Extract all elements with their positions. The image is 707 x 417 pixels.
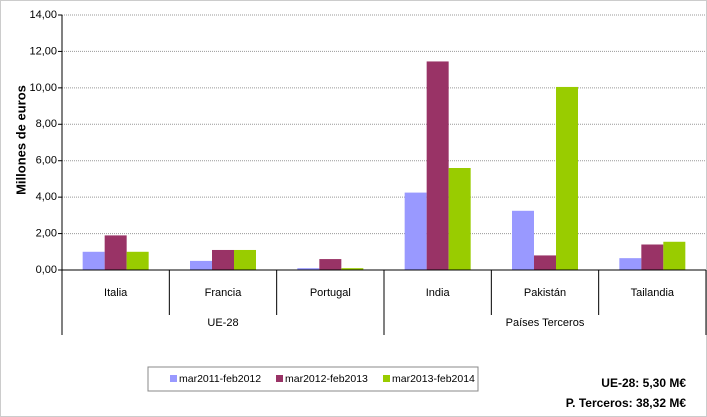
x-tick-label: Pakistán	[524, 287, 566, 299]
x-tick-label: Tailandia	[631, 287, 675, 299]
y-tick-label: 2,00	[36, 227, 57, 239]
bar	[663, 241, 686, 270]
bar	[82, 251, 105, 270]
y-tick-label: 4,00	[36, 191, 57, 203]
bar	[426, 61, 449, 271]
bar	[126, 251, 149, 270]
x-tick-label: Francia	[205, 287, 243, 299]
y-tick-label: 14,00	[29, 9, 57, 21]
group-label: Países Terceros	[506, 317, 585, 329]
y-tick-label: 8,00	[36, 118, 57, 130]
bar	[297, 268, 320, 270]
bar	[104, 235, 127, 270]
annotation: UE-28: 5,30 M€	[601, 376, 686, 390]
y-tick-label: 0,00	[36, 264, 57, 276]
legend-swatch	[383, 375, 390, 382]
x-tick-label: Portugal	[310, 287, 351, 299]
bar	[234, 249, 256, 270]
bar	[641, 244, 664, 270]
y-tick-label: 6,00	[36, 155, 57, 167]
bar	[190, 260, 212, 270]
legend-label: mar2011-feb2012	[179, 373, 261, 385]
bar	[319, 259, 342, 270]
legend-swatch	[276, 375, 283, 382]
x-tick-label: India	[426, 287, 451, 299]
annotation: P. Terceros: 38,32 M€	[566, 396, 687, 410]
bar	[556, 86, 578, 270]
bar	[619, 258, 642, 270]
legend-label: mar2013-feb2014	[392, 373, 475, 385]
y-tick-label: 12,00	[29, 45, 57, 57]
y-tick-label: 10,00	[29, 82, 57, 94]
legend-label: mar2012-feb2013	[285, 373, 368, 385]
bar	[212, 249, 234, 270]
legend-swatch	[170, 375, 177, 382]
group-label: UE-28	[207, 317, 238, 329]
bar	[534, 255, 556, 270]
bar	[512, 210, 534, 270]
bar	[341, 268, 364, 270]
legend-box	[147, 366, 479, 392]
bar	[448, 168, 471, 270]
bar	[404, 192, 427, 270]
y-axis-label: Millones de euros	[13, 85, 28, 195]
x-tick-label: Italia	[104, 287, 128, 299]
